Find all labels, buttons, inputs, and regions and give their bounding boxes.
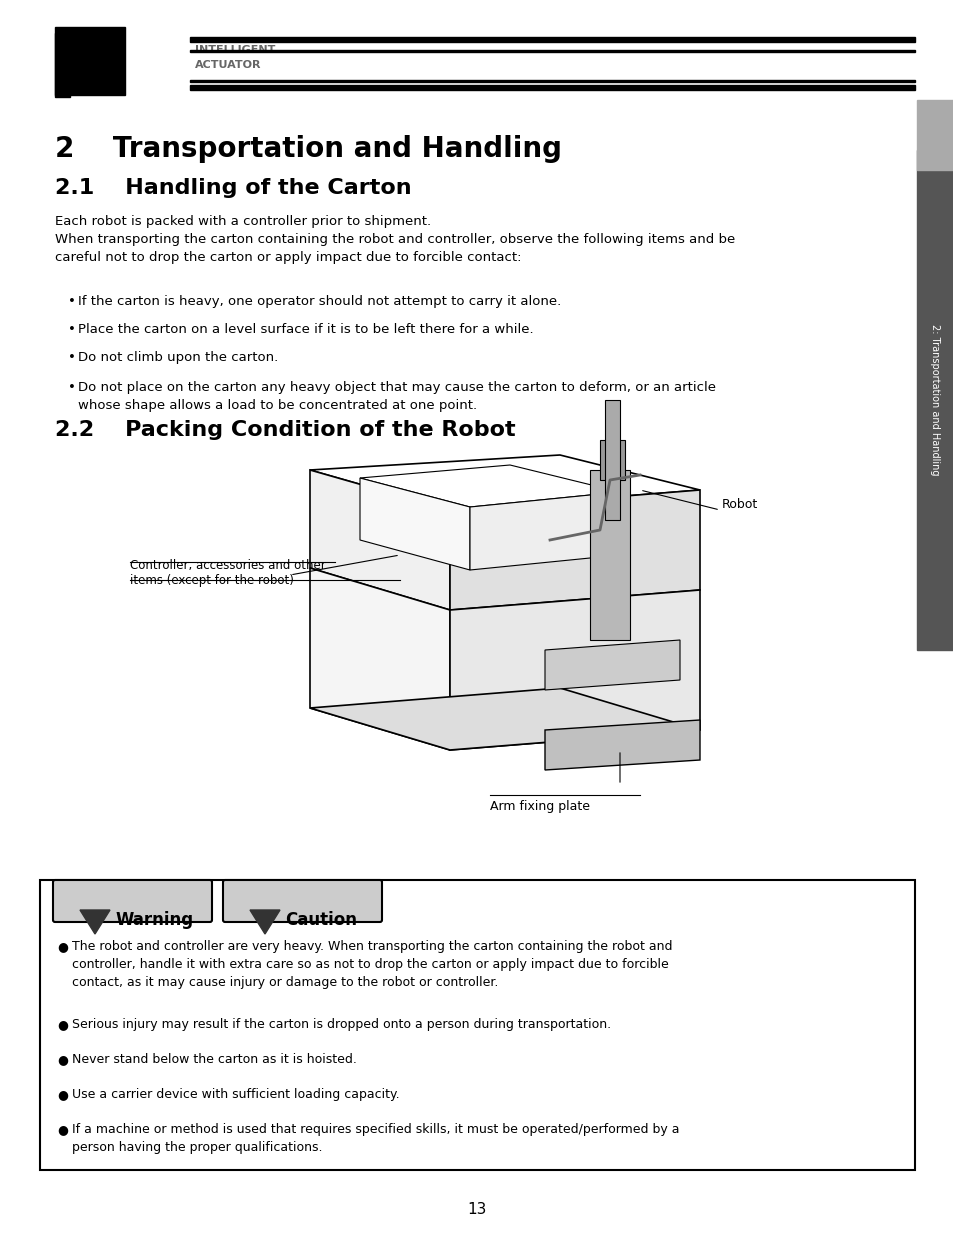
- Text: Arm fixing plate: Arm fixing plate: [490, 800, 589, 813]
- Polygon shape: [544, 640, 679, 690]
- Bar: [916, 149, 953, 650]
- Text: Do not place on the carton any heavy object that may cause the carton to deform,: Do not place on the carton any heavy obj…: [78, 382, 716, 412]
- Bar: [916, 100, 953, 170]
- Text: IX: IX: [57, 35, 124, 91]
- Bar: [190, 80, 914, 82]
- Text: 2.1    Handling of the Carton: 2.1 Handling of the Carton: [55, 178, 411, 198]
- Polygon shape: [310, 688, 700, 750]
- Text: Warning: Warning: [115, 911, 193, 929]
- Polygon shape: [470, 492, 619, 571]
- Text: •: •: [68, 324, 76, 336]
- Text: Place the carton on a level surface if it is to be left there for a while.: Place the carton on a level surface if i…: [78, 324, 533, 336]
- Bar: [604, 400, 619, 520]
- Bar: [599, 440, 624, 480]
- Text: Each robot is packed with a controller prior to shipment.
When transporting the : Each robot is packed with a controller p…: [55, 215, 735, 264]
- Polygon shape: [80, 910, 110, 934]
- Polygon shape: [310, 471, 450, 610]
- Bar: [55, 27, 125, 95]
- Text: Use a carrier device with sufficient loading capacity.: Use a carrier device with sufficient loa…: [71, 1088, 399, 1100]
- Text: 13: 13: [467, 1203, 486, 1218]
- Polygon shape: [250, 910, 280, 934]
- Text: •: •: [68, 351, 76, 364]
- Text: 2    Transportation and Handling: 2 Transportation and Handling: [55, 135, 561, 163]
- FancyBboxPatch shape: [53, 881, 212, 923]
- Text: Never stand below the carton as it is hoisted.: Never stand below the carton as it is ho…: [71, 1053, 356, 1066]
- Text: ●: ●: [57, 1018, 68, 1031]
- Polygon shape: [359, 466, 619, 508]
- Text: ●: ●: [57, 1088, 68, 1100]
- Text: Serious injury may result if the carton is dropped onto a person during transpor: Serious injury may result if the carton …: [71, 1018, 611, 1031]
- Text: If a machine or method is used that requires specified skills, it must be operat: If a machine or method is used that requ…: [71, 1123, 679, 1153]
- Bar: [190, 49, 914, 52]
- Polygon shape: [450, 590, 700, 750]
- Text: Robot: Robot: [721, 499, 758, 511]
- Bar: [190, 85, 914, 90]
- Bar: [40, 881, 914, 1170]
- Polygon shape: [310, 568, 450, 750]
- Text: If the carton is heavy, one operator should not attempt to carry it alone.: If the carton is heavy, one operator sho…: [78, 295, 560, 308]
- Text: ●: ●: [57, 1053, 68, 1066]
- Text: The robot and controller are very heavy. When transporting the carton containing: The robot and controller are very heavy.…: [71, 940, 672, 989]
- Bar: [55, 33, 70, 98]
- Text: Caution: Caution: [285, 911, 356, 929]
- Text: 2.2    Packing Condition of the Robot: 2.2 Packing Condition of the Robot: [55, 420, 515, 440]
- Polygon shape: [544, 720, 700, 769]
- Bar: [190, 37, 914, 42]
- Bar: [589, 471, 629, 640]
- Text: Do not climb upon the carton.: Do not climb upon the carton.: [78, 351, 278, 364]
- FancyBboxPatch shape: [223, 881, 381, 923]
- Text: 2: Transportation and Handling: 2: Transportation and Handling: [929, 325, 940, 475]
- Text: Controller, accessories and other
items (except for the robot): Controller, accessories and other items …: [130, 559, 325, 587]
- Polygon shape: [310, 454, 700, 510]
- Polygon shape: [450, 490, 700, 610]
- Text: ACTUATOR: ACTUATOR: [194, 61, 261, 70]
- Text: •: •: [68, 382, 76, 394]
- Text: ●: ●: [57, 1123, 68, 1136]
- Text: ●: ●: [57, 940, 68, 953]
- Polygon shape: [359, 478, 470, 571]
- Text: INTELLIGENT: INTELLIGENT: [194, 44, 275, 56]
- Text: •: •: [68, 295, 76, 308]
